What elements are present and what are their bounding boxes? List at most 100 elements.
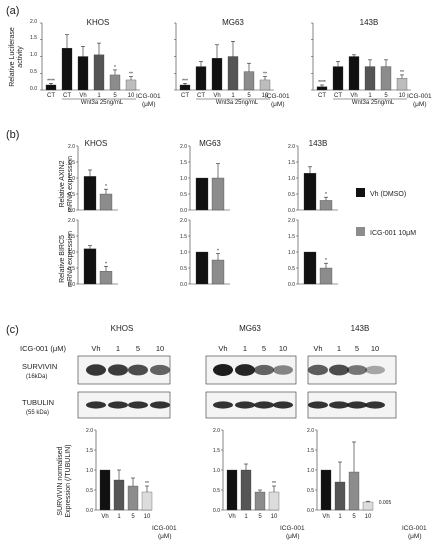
chart-marks: ****CT CT Vh 1*5**10***CT CT Vh 1 5**10****CT CT… xyxy=(40,22,411,520)
c-lane-label: 10 xyxy=(371,344,379,353)
b-title-khos: KHOS xyxy=(85,139,108,148)
a-icg-label-143b: ICG-001 xyxy=(407,93,432,100)
c-xtick-label: Vh xyxy=(322,514,329,520)
b-143B-ytick-label: 1.5 xyxy=(288,160,295,166)
b-bar-significance: * xyxy=(325,192,327,198)
c-lane-label: Vh xyxy=(91,344,100,353)
tubulin-band xyxy=(365,401,385,409)
a-bar-significance: *** xyxy=(182,78,188,84)
c-title-143b: 143B xyxy=(351,324,370,333)
b-bar-significance: * xyxy=(105,261,107,267)
b-143B-ytick-label: 0.0 xyxy=(288,282,295,288)
c-143B-ytick-label: 2.0 xyxy=(307,428,314,434)
b-bar xyxy=(319,267,333,285)
a-icg-unit-khos: (μM) xyxy=(142,101,156,108)
b-MG63-ytick-label: 0.5 xyxy=(180,266,187,272)
survivin-band xyxy=(213,364,233,376)
a-icg-label-khos: ICG-001 xyxy=(136,93,161,100)
survivin-band xyxy=(235,364,255,376)
a-xtick-label: Vh xyxy=(79,93,86,99)
b-bar xyxy=(99,271,113,285)
a-xtick-label: CT xyxy=(318,93,326,99)
a-xtick-label: Vh xyxy=(213,93,220,99)
a-xtick-label: CT xyxy=(47,93,55,99)
c-xtick-label: Vh xyxy=(101,514,108,520)
a-yticks: 0.0 0.5 1.0 1.5 2.0 xyxy=(30,19,37,92)
a-bar xyxy=(243,71,255,91)
survivin-band xyxy=(150,364,170,376)
c-lane-label: 5 xyxy=(136,344,140,353)
survivin-band xyxy=(108,364,128,376)
b-KHOS-ytick-label: 0.0 xyxy=(68,282,75,288)
tubulin-kda: (55 kDa) xyxy=(26,410,49,416)
c-icg-unit-mg63: (μM) xyxy=(286,533,300,540)
a-xtick-label: 5 xyxy=(247,93,251,99)
a-bar xyxy=(380,66,392,91)
a-bar-significance: **** xyxy=(47,78,55,84)
c-xtick-label: 1 xyxy=(338,514,342,520)
b-KHOS-ytick-label: 1.5 xyxy=(68,234,75,240)
a-bar xyxy=(211,58,223,91)
a-xtick-label: CT xyxy=(197,93,205,99)
a-xtick-label: 10 xyxy=(262,93,269,99)
c-title-mg63: MG63 xyxy=(239,324,261,333)
c-xtick-label: 5 xyxy=(131,514,135,520)
tubulin-band xyxy=(150,401,170,409)
survivin-band xyxy=(365,365,385,375)
a-bar xyxy=(227,56,239,91)
b-143B-ytick-label: 1.5 xyxy=(288,234,295,240)
c-KHOS-ytick-label: 0.0 xyxy=(86,508,93,514)
c-icg-label-mg63: ICG-001 xyxy=(280,525,305,532)
b-KHOS-ytick-label: 1.5 xyxy=(68,160,75,166)
a-bar-significance: **** xyxy=(318,80,326,86)
survivin-band xyxy=(273,365,293,375)
b-143B-ytick-label: 1.0 xyxy=(288,176,295,182)
a-wnt-label-mg63: Wnt3a 25ng/mL xyxy=(216,100,259,106)
b-bar xyxy=(211,177,225,211)
a-ytick: 0.5 xyxy=(30,69,37,75)
b-birc5-ylabel-line2: mRNA expression xyxy=(67,231,74,287)
a-bar xyxy=(179,84,191,91)
b-MG63-ytick-label: 1.5 xyxy=(180,234,187,240)
legend-vh-label: Vh (DMSO) xyxy=(370,191,406,198)
a-xtick-label: CT xyxy=(63,93,71,99)
c-lane-label: 1 xyxy=(243,344,247,353)
b-KHOS-ytick-label: 2.0 xyxy=(68,144,75,150)
tubulin-band xyxy=(254,401,274,409)
b-MG63-ytick-label: 2.0 xyxy=(180,144,187,150)
a-xtick-label: Vh xyxy=(350,93,357,99)
c-lane-label: 10 xyxy=(156,344,164,353)
c-bar xyxy=(362,501,374,511)
a-title-khos: KHOS xyxy=(87,18,110,27)
a-xtick-label: 10 xyxy=(128,93,135,99)
tubulin-band xyxy=(308,401,328,409)
a-xtick-label: CT xyxy=(181,93,189,99)
tubulin-band xyxy=(273,401,293,409)
c-bar xyxy=(113,479,125,511)
tubulin-label: TUBULIN xyxy=(22,398,54,407)
c-bar xyxy=(141,491,153,511)
survivin-kda: (16kDa) xyxy=(26,374,47,380)
c-KHOS-ytick-label: 2.0 xyxy=(86,428,93,434)
b-bar-significance: * xyxy=(105,184,107,190)
c-xtick-label: 5 xyxy=(258,514,262,520)
a-ytick: 2.0 xyxy=(30,19,37,25)
b-KHOS-ytick-label: 0.5 xyxy=(68,192,75,198)
survivin-band xyxy=(347,365,367,375)
a-xtick-label: 1 xyxy=(97,93,101,99)
a-bar xyxy=(109,74,121,91)
b-143B-ytick-label: 2.0 xyxy=(288,144,295,150)
a-xtick-label: CT xyxy=(334,93,342,99)
b-birc5-ylabel-line1: Relative BIRC5 xyxy=(59,235,66,283)
a-icg-unit-mg63: (μM) xyxy=(271,101,285,108)
a-title-mg63: MG63 xyxy=(222,18,244,27)
c-xtick-label: 1 xyxy=(117,514,121,520)
a-xtick-label: 10 xyxy=(399,93,406,99)
c-bar-significance: ** xyxy=(145,481,149,487)
c-143B-ytick-label: 0.0 xyxy=(307,508,314,514)
c-ylabel-line2: Expression (/TUBULIN) xyxy=(65,444,72,517)
b-title-mg63: MG63 xyxy=(199,139,221,148)
c-icg-row-label: ICG-001 (μM) xyxy=(20,344,66,353)
b-title-143b: 143B xyxy=(309,139,328,148)
c-bar xyxy=(268,491,280,511)
